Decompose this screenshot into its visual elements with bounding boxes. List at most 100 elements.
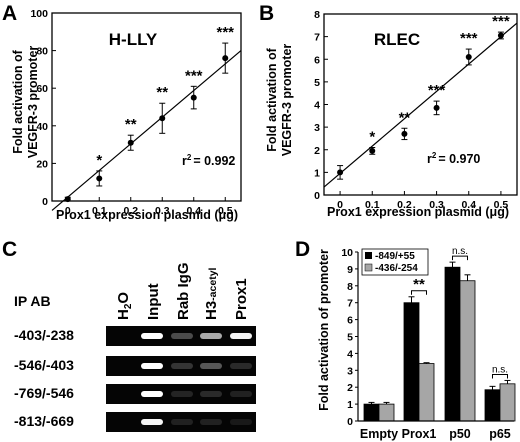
y-tick-label: 8 — [314, 9, 320, 21]
y-tick-label: 9 — [347, 264, 353, 276]
data-point — [337, 169, 344, 176]
panel-b-ylabel-line2: VEGFR-3 promoter — [280, 44, 294, 157]
y-tick-label: 3 — [347, 365, 353, 377]
x-tick-label: 0 — [65, 205, 71, 217]
panel-d-x-labels: Empty Prox1 p50 p65 — [360, 427, 511, 441]
panel-a-y-ticks: 0 20 40 60 80 100 — [30, 8, 56, 208]
x-tick-label: 0.1 — [365, 199, 380, 211]
y-tick-label: 0 — [314, 190, 320, 202]
gel-band — [230, 391, 252, 397]
x-tick-label: 0 — [337, 199, 343, 211]
data-point — [96, 175, 103, 182]
gel-band — [200, 333, 222, 339]
y-tick-label: 3 — [314, 122, 320, 134]
data-point — [190, 94, 197, 101]
x-category-label: Empty — [360, 427, 398, 441]
panel-b-xlabel: Prox1 expression plasmid (μg) — [327, 205, 509, 219]
x-tick-label: 0.5 — [218, 205, 233, 217]
significance-stars: ** — [399, 109, 411, 126]
y-tick-label: 5 — [314, 77, 320, 89]
data-point — [433, 104, 440, 111]
gel-band — [230, 419, 252, 425]
bar — [418, 363, 435, 422]
legend-label-1: -849/+55 — [375, 251, 415, 262]
bar — [403, 302, 420, 422]
x-tick-label: 0.5 — [494, 199, 509, 211]
comparison-bracket — [411, 290, 427, 295]
bar — [444, 266, 461, 422]
lane-label-rab-igg: Rab IgG — [175, 262, 192, 320]
y-tick-label: 1 — [314, 167, 320, 179]
data-point — [497, 32, 504, 39]
x-tick-label: 0.2 — [397, 199, 412, 211]
gel-band — [171, 419, 193, 425]
panel-a-letter: A — [2, 2, 17, 25]
panel-a-title: H-LLY — [109, 30, 158, 49]
y-tick-label: 8 — [347, 281, 353, 293]
gel-band — [200, 363, 222, 369]
significance-stars: *** — [492, 13, 510, 30]
bar — [363, 403, 380, 422]
bar — [499, 383, 516, 422]
data-point — [369, 147, 376, 154]
gel-band — [141, 419, 163, 425]
comparison-bracket — [492, 373, 508, 379]
data-point — [159, 115, 166, 122]
y-tick-label: 60 — [36, 83, 48, 95]
significance-stars: ** — [156, 84, 168, 101]
panel-b-x-ticks: 0 0.1 0.2 0.3 0.4 0.5 — [337, 191, 508, 211]
gel-row-label-3: -769/-546 — [14, 385, 74, 401]
gel-band — [141, 391, 163, 397]
panel-b: B Fold activation of VEGFR-3 promoter 0 1… — [259, 2, 518, 219]
panel-d-y-ticks: 0 1 2 3 4 5 6 7 8 9 10 — [341, 247, 358, 428]
panel-d-bars — [363, 261, 516, 422]
significance-stars: *** — [185, 67, 203, 84]
comparison-label: n.s. — [452, 246, 468, 257]
panel-a-xlabel: Prox1 expression plasmid (μg) — [56, 208, 238, 222]
significance-stars: *** — [460, 30, 478, 47]
y-tick-label: 2 — [314, 145, 320, 157]
panel-a-plot-frame — [51, 12, 242, 202]
x-category-label: p50 — [449, 427, 471, 441]
panel-b-letter: B — [259, 2, 274, 25]
gel-band — [171, 333, 193, 339]
y-tick-label: 1 — [347, 399, 353, 411]
legend-label-2: -436/-254 — [375, 263, 418, 274]
lane-label-h3-acetyl: H3-acetyl — [203, 267, 220, 320]
panel-d-legend: -849/+55 -436/-254 — [361, 248, 429, 276]
data-point — [401, 130, 408, 137]
y-tick-label: 0 — [42, 196, 48, 208]
comparison-bracket — [452, 255, 468, 261]
gel-row-label-4: -813/-669 — [14, 413, 74, 429]
gel-row-label-2: -546/-403 — [14, 357, 74, 373]
significance-stars: * — [96, 152, 102, 169]
y-tick-label: 80 — [36, 46, 48, 58]
legend-swatch-2 — [364, 263, 373, 272]
x-category-label: Prox1 — [402, 427, 437, 441]
panel-a-ylabel-line1: Fold activation of — [11, 49, 25, 153]
gel-band — [230, 363, 252, 369]
panel-b-title: RLEC — [374, 30, 420, 49]
x-tick-label: 0.3 — [429, 199, 444, 211]
gel-band — [200, 391, 222, 397]
gel-band — [200, 419, 222, 425]
panel-d-letter: D — [295, 238, 310, 261]
lane-label-input: Input — [145, 283, 162, 320]
gel-image — [106, 326, 256, 432]
y-tick-label: 4 — [347, 348, 353, 360]
panel-b-fit-line — [323, 22, 518, 188]
comparison-label: ** — [413, 276, 425, 293]
panel-a-x-ticks: 0 0.1 0.2 0.3 0.4 0.5 — [65, 197, 233, 217]
legend-box — [361, 248, 429, 276]
y-tick-label: 6 — [314, 54, 320, 66]
x-tick-label: 0.3 — [155, 205, 170, 217]
significance-stars: *** — [428, 82, 446, 99]
panel-a: A Fold activation of VEGFR-3 promoter 0 2… — [2, 2, 242, 222]
data-point — [222, 55, 229, 62]
panel-b-points: ************ — [337, 13, 510, 180]
significance-stars: ** — [125, 116, 137, 133]
bar — [378, 403, 395, 422]
gel-row-label-1: -403/-238 — [14, 327, 74, 343]
data-point — [64, 196, 71, 203]
gel-band — [141, 363, 163, 369]
